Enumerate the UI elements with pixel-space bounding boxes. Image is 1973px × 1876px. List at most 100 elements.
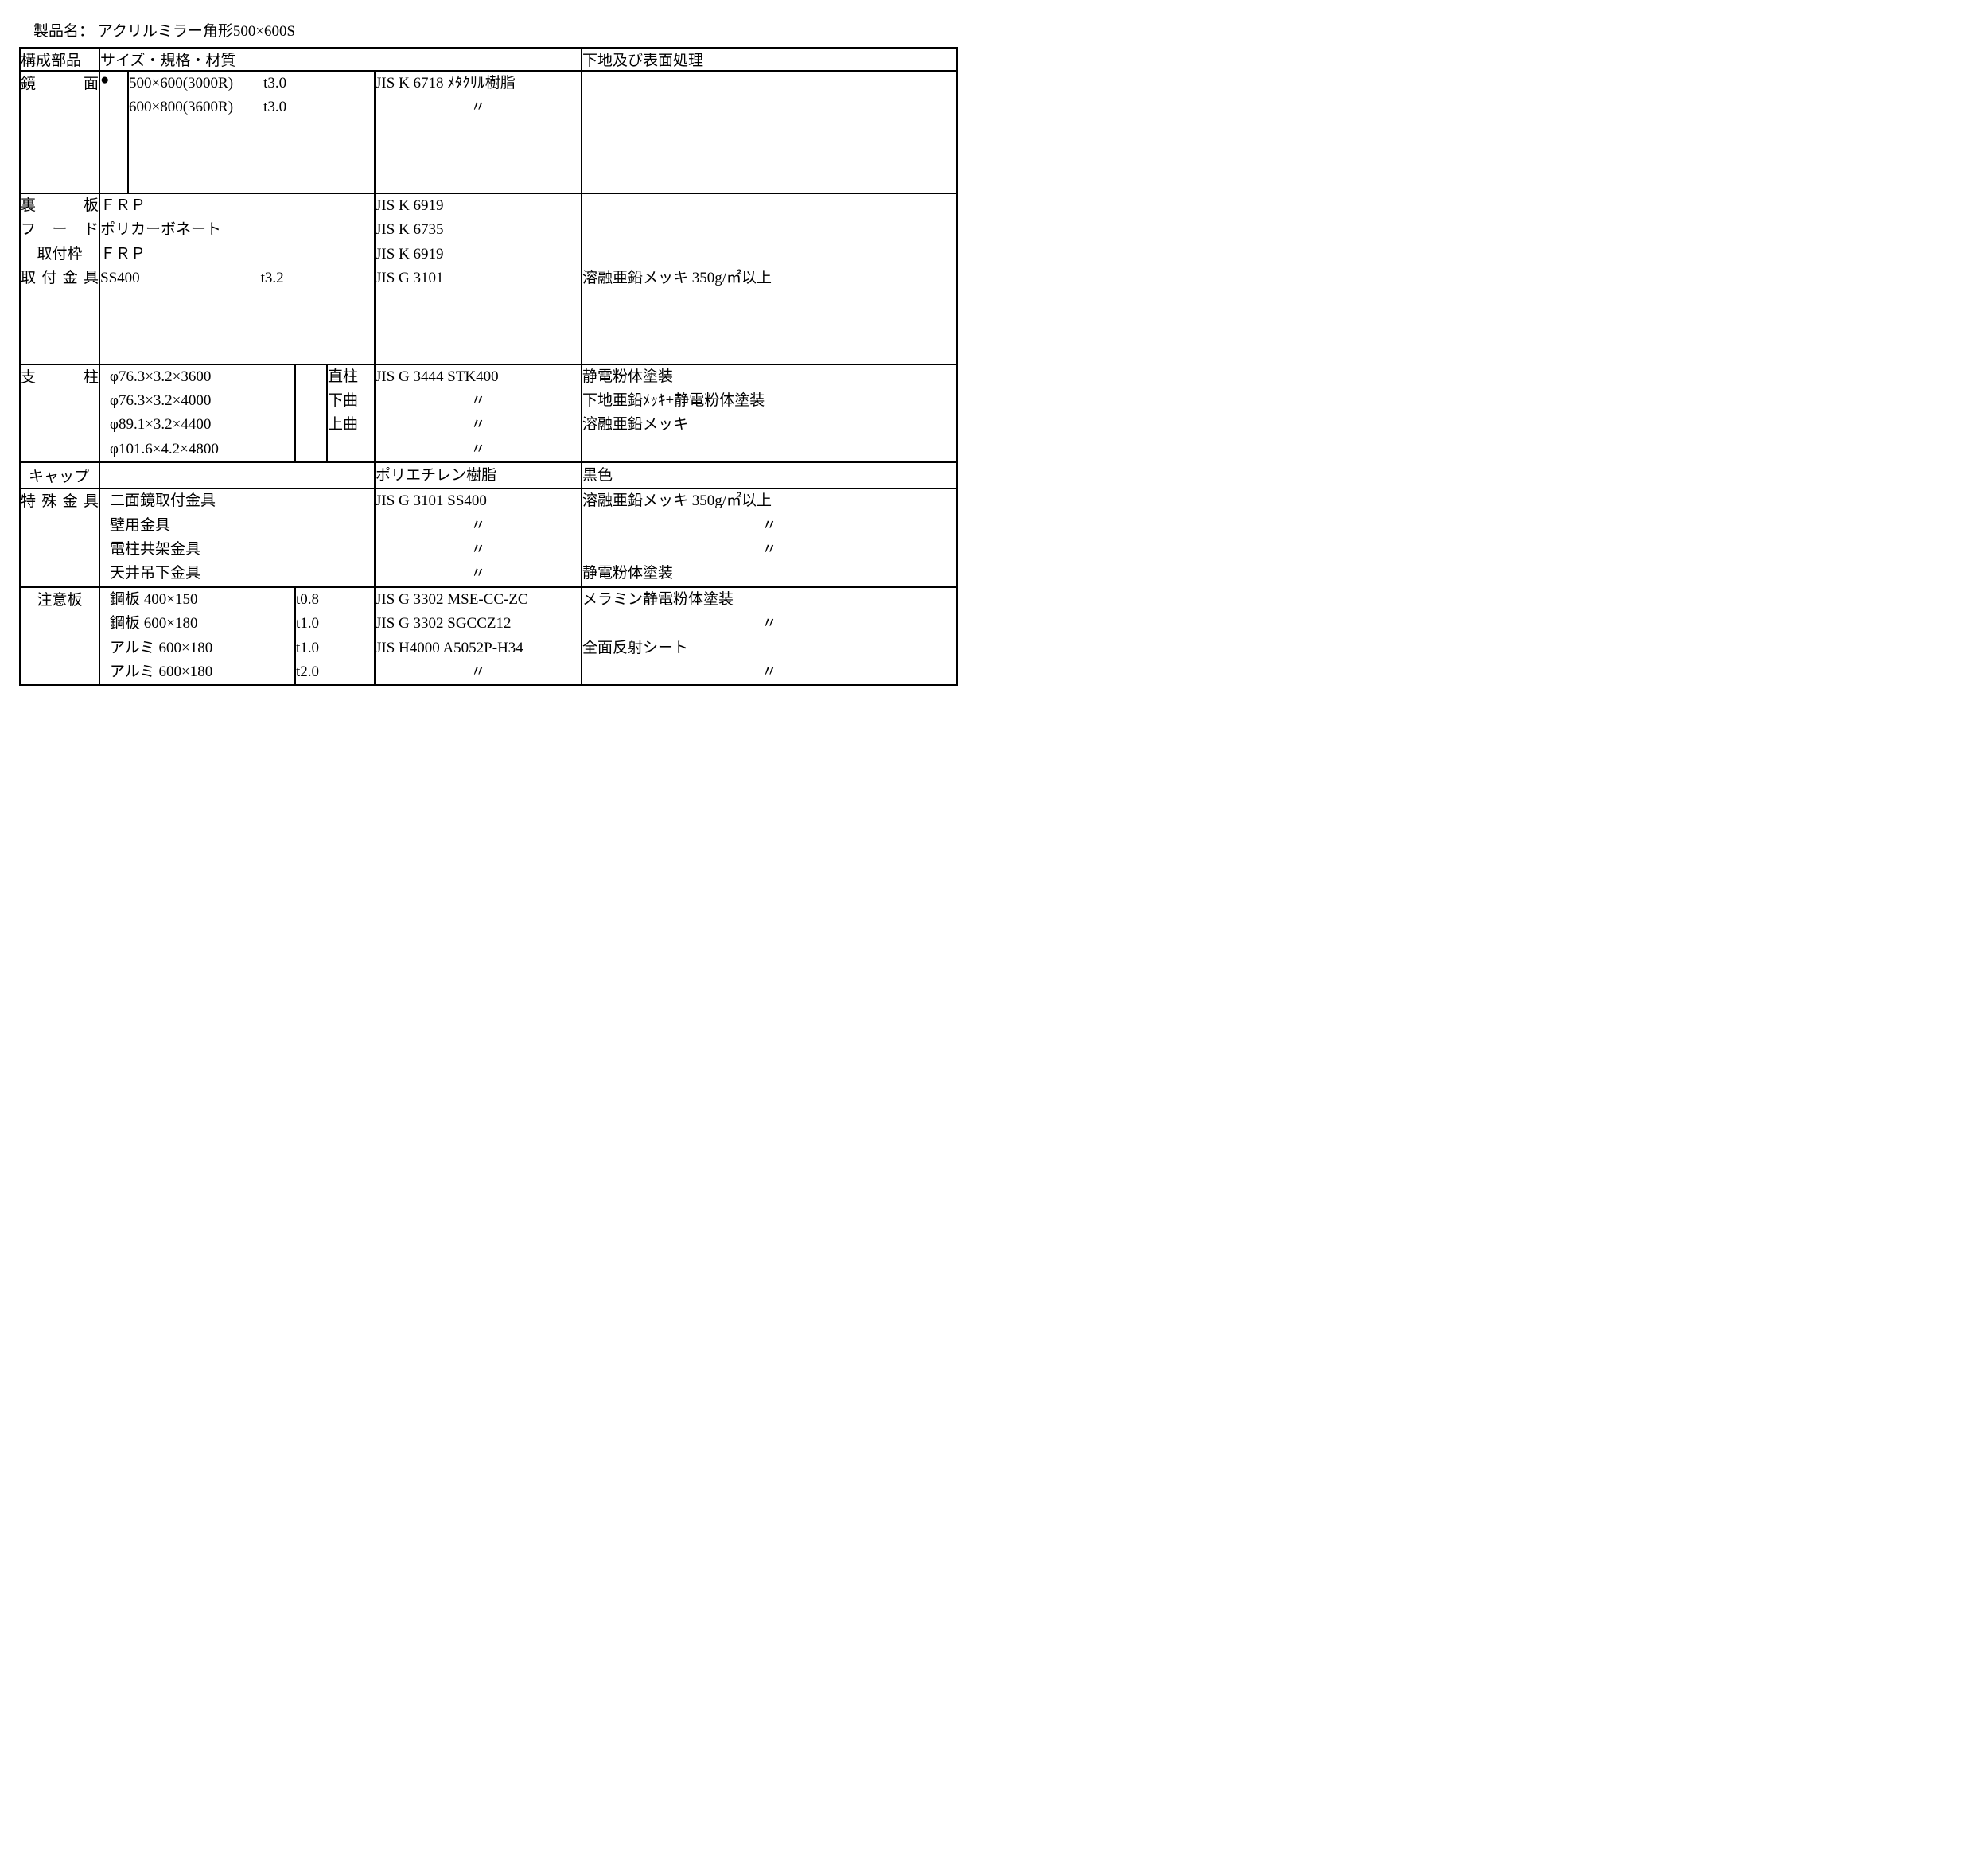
caution-mat-2: アルミ 600×180 [110,636,294,660]
caution-trt: メラミン静電粉体塗装 〃 全面反射シート 〃 [582,587,957,686]
special-trt-1: 〃 [582,514,956,538]
label-caution: 注意板 [20,587,99,686]
back-std: JIS K 6919 JIS K 6735 JIS K 6919 JIS G 3… [375,193,582,364]
product-name: アクリルミラー角形500×600S [98,23,295,40]
caution-std-0: JIS G 3302 MSE-CC-ZC [376,588,581,612]
mirror-trt [582,71,957,193]
caution-std: JIS G 3302 MSE-CC-ZC JIS G 3302 SGCCZ12 … [375,587,582,686]
caution-t-3: t2.0 [296,660,374,684]
special-name-1: 壁用金具 [110,514,374,538]
label-post: 支 柱 [20,364,99,463]
row-post: 支 柱 φ76.3×3.2×3600 φ76.3×3.2×4000 φ89.1×… [20,364,957,463]
special-trt-0: 溶融亜鉛メッキ 350g/㎡以上 [582,489,956,513]
special-std-3: 〃 [376,562,581,586]
caution-std-2: JIS H4000 A5052P-H34 [376,636,581,660]
label-frame: 取付枠 [21,243,99,267]
post-trt-1: 下地亜鉛ﾒｯｷ+静電粉体塗装 [582,389,956,413]
special-names: 二面鏡取付金具 壁用金具 電柱共架金具 天井吊下金具 [99,488,375,587]
label-mirror: 鏡 面 [20,71,99,193]
special-name-0: 二面鏡取付金具 [110,489,374,513]
caution-t-1: t1.0 [296,612,374,636]
row-mirror: 鏡 面 ● 500×600(3000R) t3.0 600×800(3600R)… [20,71,957,193]
cap-spec [99,462,375,488]
label-special: 特殊金具 [20,488,99,587]
post-shape-1: 下曲 [328,389,374,413]
special-trt: 溶融亜鉛メッキ 350g/㎡以上 〃 〃 静電粉体塗装 [582,488,957,587]
back-t-3: t3.2 [261,270,284,286]
post-std-1: 〃 [376,389,581,413]
caution-trt-2: 全面反射シート [582,636,956,660]
label-hood: フ ー ド [21,218,99,242]
special-std-0: JIS G 3101 SS400 [376,489,581,513]
post-shape-0: 直柱 [328,365,374,389]
caution-mat-0: 鋼板 400×150 [110,588,294,612]
back-mat-0: ＦＲＰ [100,194,374,218]
back-std-3: JIS G 3101 [376,267,581,290]
back-trt-3: 溶融亜鉛メッキ 350g/㎡以上 [582,267,956,290]
row-cap: キャップ ポリエチレン樹脂 黒色 [20,462,957,488]
product-name-line: 製品名： アクリルミラー角形500×600S [19,19,958,41]
caution-trt-1: 〃 [582,612,956,636]
post-size-3: φ101.6×4.2×4800 [110,438,294,461]
back-mat-3: SS400 [100,270,140,286]
label-back: 裏 板 [21,194,99,218]
cap-trt: 黒色 [582,462,957,488]
caution-trt-0: メラミン静電粉体塗装 [582,588,956,612]
caution-t-2: t1.0 [296,636,374,660]
back-trt: 溶融亜鉛メッキ 350g/㎡以上 [582,193,957,364]
special-std: JIS G 3101 SS400 〃 〃 〃 [375,488,582,587]
caution-std-1: JIS G 3302 SGCCZ12 [376,612,581,636]
back-mat-2: ＦＲＰ [100,243,374,267]
post-std-2: 〃 [376,413,581,437]
caution-mat-1: 鋼板 600×180 [110,612,294,636]
post-std: JIS G 3444 STK400 〃 〃 〃 [375,364,582,463]
label-cap: キャップ [20,462,99,488]
post-std-0: JIS G 3444 STK400 [376,365,581,389]
caution-trt-3: 〃 [582,660,956,684]
back-std-0: JIS K 6919 [376,194,581,218]
mirror-size-1: 600×800(3600R) [129,99,233,115]
cap-std: ポリエチレン樹脂 [375,462,582,488]
mirror-t-0: t3.0 [263,75,286,91]
header-spec: サイズ・規格・材質 [99,48,582,71]
special-trt-2: 〃 [582,538,956,562]
back-mat-1: ポリカーボネート [100,218,374,242]
mirror-std-1: 〃 [376,95,581,119]
special-name-3: 天井吊下金具 [110,562,374,586]
header-component: 構成部品 [20,48,99,71]
caution-t-0: t0.8 [296,588,374,612]
spec-table: 構成部品 サイズ・規格・材質 下地及び表面処理 鏡 面 ● 500×600(30… [19,47,958,686]
special-name-2: 電柱共架金具 [110,538,374,562]
mirror-bullet: ● [99,71,128,193]
post-mark-col [295,364,327,463]
mirror-size-0: 500×600(3000R) [129,75,233,91]
post-std-3: 〃 [376,438,581,461]
special-std-2: 〃 [376,538,581,562]
label-bracket: 取付金具 [21,267,99,290]
back-std-1: JIS K 6735 [376,218,581,242]
label-back-group: 裏 板 フ ー ド 取付枠 取付金具 [20,193,99,364]
row-special: 特殊金具 二面鏡取付金具 壁用金具 電柱共架金具 天井吊下金具 JIS G 31… [20,488,957,587]
product-label: 製品名： [33,23,94,40]
caution-t: t0.8 t1.0 t1.0 t2.0 [295,587,375,686]
post-shapes: 直柱 下曲 上曲 [327,364,375,463]
post-shape-2: 上曲 [328,413,374,437]
mirror-std-0: JIS K 6718 ﾒﾀｸﾘﾙ樹脂 [376,72,581,95]
back-std-2: JIS K 6919 [376,243,581,267]
header-treatment: 下地及び表面処理 [582,48,957,71]
post-trt-0: 静電粉体塗装 [582,365,956,389]
row-caution: 注意板 鋼板 400×150 鋼板 600×180 アルミ 600×180 アル… [20,587,957,686]
back-materials: ＦＲＰ ポリカーボネート ＦＲＰ SS400 t3.2 [99,193,375,364]
table-header-row: 構成部品 サイズ・規格・材質 下地及び表面処理 [20,48,957,71]
special-trt-3: 静電粉体塗装 [582,562,956,586]
special-std-1: 〃 [376,514,581,538]
mirror-sizes: 500×600(3000R) t3.0 600×800(3600R) t3.0 [128,71,375,193]
caution-mat: 鋼板 400×150 鋼板 600×180 アルミ 600×180 アルミ 60… [99,587,295,686]
mirror-std: JIS K 6718 ﾒﾀｸﾘﾙ樹脂 〃 [375,71,582,193]
post-sizes: φ76.3×3.2×3600 φ76.3×3.2×4000 φ89.1×3.2×… [99,364,295,463]
mirror-t-1: t3.0 [263,99,286,115]
post-trt-2: 溶融亜鉛メッキ [582,413,956,437]
caution-mat-3: アルミ 600×180 [110,660,294,684]
post-trt: 静電粉体塗装 下地亜鉛ﾒｯｷ+静電粉体塗装 溶融亜鉛メッキ [582,364,957,463]
post-size-2: φ89.1×3.2×4400 [110,413,294,437]
